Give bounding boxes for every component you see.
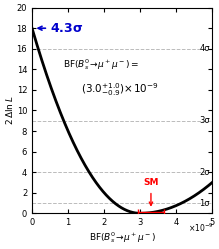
Text: $\times10^{-9}$: $\times10^{-9}$: [188, 222, 214, 234]
Text: SM: SM: [143, 178, 159, 187]
Text: 2σ: 2σ: [200, 168, 210, 177]
Text: 4σ: 4σ: [200, 44, 210, 53]
Text: 1σ: 1σ: [200, 198, 210, 207]
Text: $(3.0^{+1.0}_{-0.9})\!\times\!10^{-9}$: $(3.0^{+1.0}_{-0.9})\!\times\!10^{-9}$: [81, 81, 158, 98]
Text: 3σ: 3σ: [200, 116, 210, 125]
Y-axis label: $2\,\Delta\ln L$: $2\,\Delta\ln L$: [4, 96, 15, 125]
X-axis label: $\mathrm{BF}(B_s^0\!\rightarrow\!\mu^+\mu^-)$: $\mathrm{BF}(B_s^0\!\rightarrow\!\mu^+\m…: [89, 230, 156, 245]
Text: $\mathrm{BF}(B_s^0\!\rightarrow\!\mu^+\mu^-)=$: $\mathrm{BF}(B_s^0\!\rightarrow\!\mu^+\m…: [63, 57, 139, 72]
Text: $\mathbf{4.3\sigma}$: $\mathbf{4.3\sigma}$: [50, 22, 83, 35]
